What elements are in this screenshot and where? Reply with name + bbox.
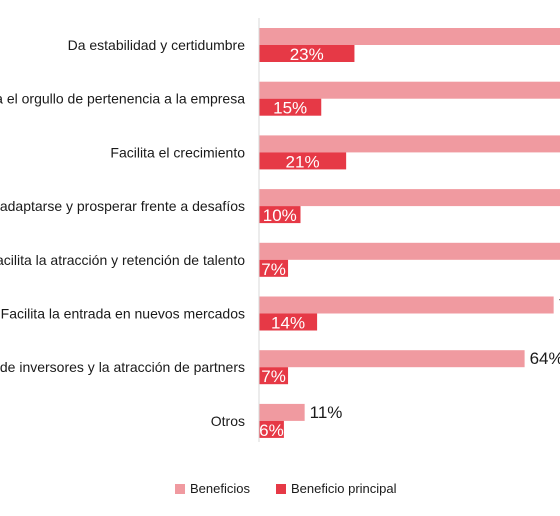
bar-beneficios — [259, 296, 554, 314]
category-label: Facilita la entrada en nuevos mercados — [1, 306, 245, 322]
bar-beneficio-principal — [259, 420, 284, 438]
bar-beneficio-principal — [259, 313, 318, 331]
legend-label-beneficio-principal: Beneficio principal — [291, 481, 397, 496]
bar-beneficio-principal — [259, 259, 289, 277]
bar-beneficio-principal — [259, 45, 355, 62]
bar-beneficios — [259, 403, 305, 421]
category-label: Otros — [211, 413, 245, 429]
data-label-beneficios: 64% — [530, 349, 560, 368]
data-label-beneficio-principal: 10% — [263, 206, 297, 225]
data-label-beneficio-principal: 23% — [290, 45, 324, 64]
data-label-beneficios: 11% — [310, 403, 343, 422]
category-label: Facilita el crecimiento — [110, 144, 245, 160]
legend-label-beneficios: Beneficios — [190, 481, 250, 496]
data-label-beneficio-principal: 7% — [261, 260, 286, 279]
data-label-beneficios: 7 — [559, 296, 560, 315]
data-label-beneficio-principal: 6% — [259, 421, 284, 440]
data-label-beneficio-principal: 15% — [273, 99, 307, 118]
category-label: Da estabilidad y certidumbre — [68, 37, 246, 53]
bar-beneficio-principal — [259, 206, 301, 224]
bar-beneficios — [259, 135, 560, 153]
bar-beneficios — [259, 242, 560, 260]
bar-beneficios — [259, 189, 560, 207]
bar-beneficios — [259, 350, 525, 368]
bar-beneficios — [259, 81, 560, 99]
data-label-beneficio-principal: 14% — [271, 314, 305, 333]
category-label: Favorece la confianza de inversores y la… — [0, 359, 245, 375]
bars-area: 23% 15% 21% 10% 7% 7 14% 64% 7% 11% 6% — [259, 28, 560, 440]
legend: Beneficios Beneficio principal — [175, 481, 397, 496]
data-label-beneficio-principal: 7% — [261, 367, 286, 386]
bar-beneficio-principal — [259, 152, 347, 170]
category-labels: Da estabilidad y certidumbre Aumenta el o… — [0, 37, 245, 429]
legend-swatch-beneficios — [175, 484, 185, 494]
bar-beneficios — [259, 28, 560, 45]
bar-beneficio-principal — [259, 98, 322, 116]
category-label: Facilita la atracción y retención de tal… — [0, 252, 245, 268]
data-label-beneficio-principal: 21% — [286, 152, 320, 171]
category-label: Ayuda a adaptarse y prosperar frente a d… — [0, 198, 245, 214]
bar-beneficio-principal — [259, 367, 289, 385]
legend-swatch-beneficio-principal — [276, 484, 286, 494]
category-label: Aumenta el orgullo de pertenencia a la e… — [0, 91, 245, 107]
